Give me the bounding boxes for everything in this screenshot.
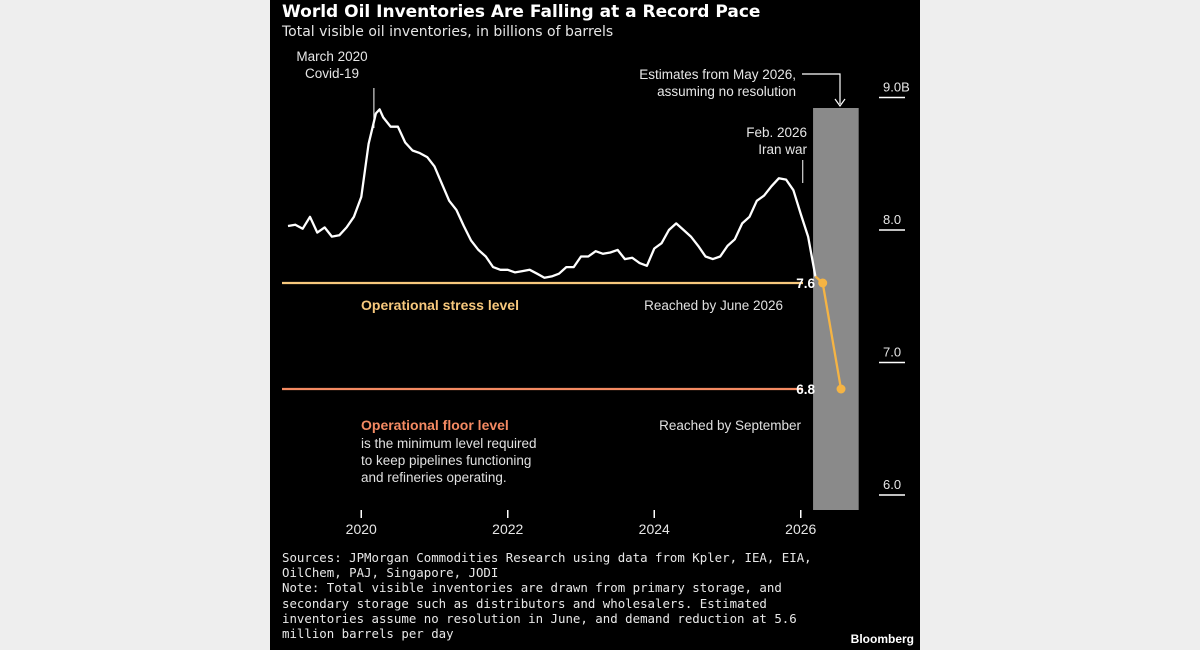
reference-note: Reached by June 2026: [644, 298, 783, 313]
reference-description: to keep pipelines functioning: [361, 453, 531, 468]
x-tick-label: 2020: [346, 521, 377, 537]
x-tick-label: 2026: [785, 521, 816, 537]
annotation-label: Covid-19: [305, 66, 359, 81]
estimate-point: [836, 384, 846, 394]
reference-value-label: 7.6: [796, 276, 815, 291]
shade-label: Estimates from May 2026,: [639, 67, 796, 82]
annotation-label: Feb. 2026: [746, 125, 807, 140]
estimate-shade: [813, 108, 859, 510]
sources-line: Sources: JPMorgan Commodities Research u…: [282, 550, 812, 565]
reference-label: Operational floor level: [361, 417, 509, 433]
line-chart: Operational stress level Reached by June …: [282, 49, 910, 537]
reference-description: and refineries operating.: [361, 470, 507, 485]
annotation-label: Iran war: [758, 142, 807, 157]
y-tick-label: 7.0: [883, 345, 901, 360]
y-tick-label: 9.0B: [883, 80, 910, 95]
y-tick-label: 6.0: [883, 477, 901, 492]
y-tick-label: 8.0: [883, 212, 901, 227]
x-tick-label: 2022: [492, 521, 523, 537]
shade-label: assuming no resolution: [657, 84, 796, 99]
reference-description: is the minimum level required: [361, 436, 537, 451]
x-tick-label: 2024: [639, 521, 670, 537]
series-line-historical: [287, 108, 817, 279]
reference-label: Operational stress level: [361, 297, 519, 313]
chart-subtitle: Total visible oil inventories, in billio…: [282, 24, 614, 40]
chart-title: World Oil Inventories Are Falling at a R…: [282, 2, 761, 22]
shade-label-leader: [802, 73, 841, 104]
reference-value-label: 6.8: [796, 382, 815, 397]
note-line: million barrels per day: [282, 626, 454, 642]
footnotes: Sources: JPMorgan Commodities Research u…: [282, 550, 842, 641]
bloomberg-logo: Bloomberg: [850, 632, 914, 646]
arrow-down-icon: [834, 98, 846, 108]
note-line: inventories assume no resolution in June…: [282, 610, 797, 626]
estimate-point: [818, 278, 828, 288]
annotation-label: March 2020: [296, 49, 367, 64]
note-line: secondary storage such as distributors a…: [282, 595, 767, 611]
note-line: Note: Total visible inventories are draw…: [282, 580, 782, 596]
sources-line: OilChem, PAJ, Singapore, JODI: [282, 565, 499, 581]
reference-note: Reached by September: [659, 418, 801, 433]
chart-card: World Oil Inventories Are Falling at a R…: [270, 0, 920, 650]
